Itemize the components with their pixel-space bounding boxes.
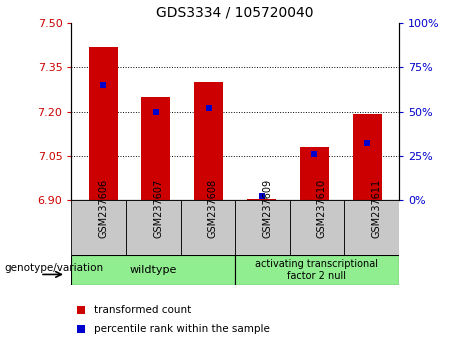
Point — [77, 326, 85, 332]
Point — [363, 141, 371, 146]
Bar — [235, 200, 290, 255]
Point — [258, 194, 265, 199]
Title: GDS3334 / 105720040: GDS3334 / 105720040 — [156, 5, 314, 19]
Bar — [300, 147, 329, 200]
Bar — [126, 200, 181, 255]
Text: GSM237607: GSM237607 — [153, 179, 163, 238]
Text: activating transcriptional
factor 2 null: activating transcriptional factor 2 null — [255, 259, 378, 281]
Text: GSM237610: GSM237610 — [317, 179, 327, 238]
Bar — [181, 200, 235, 255]
Bar — [247, 199, 276, 200]
Point — [77, 307, 85, 313]
Bar — [344, 200, 399, 255]
Bar — [142, 97, 171, 200]
Text: GSM237606: GSM237606 — [99, 179, 109, 238]
Bar — [290, 200, 344, 255]
Bar — [71, 255, 235, 285]
Point — [152, 109, 160, 114]
Text: GSM237609: GSM237609 — [262, 179, 272, 238]
Bar — [89, 47, 118, 200]
Text: GSM237608: GSM237608 — [208, 179, 218, 238]
Point — [311, 151, 318, 157]
Bar — [235, 255, 399, 285]
Bar — [353, 114, 382, 200]
Text: GSM237611: GSM237611 — [372, 179, 382, 238]
Text: genotype/variation: genotype/variation — [5, 263, 104, 273]
Bar — [71, 200, 126, 255]
Text: percentile rank within the sample: percentile rank within the sample — [95, 324, 270, 334]
Text: wildtype: wildtype — [130, 265, 177, 275]
Text: transformed count: transformed count — [95, 305, 192, 315]
Point — [100, 82, 107, 88]
Bar — [194, 82, 223, 200]
Point — [205, 105, 213, 111]
